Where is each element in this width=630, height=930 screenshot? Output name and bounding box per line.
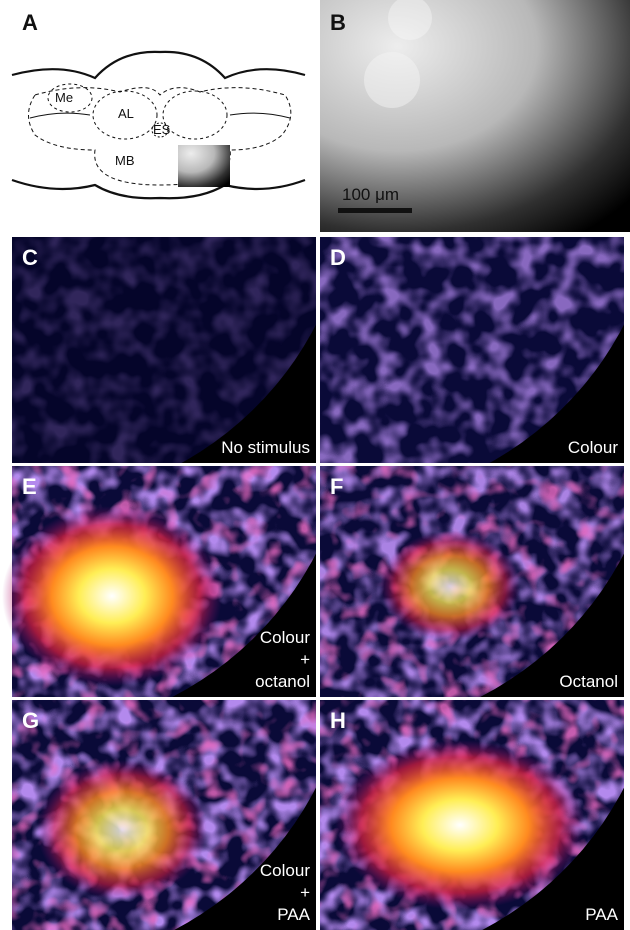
condition-label: No stimulus bbox=[221, 438, 310, 457]
panel-letter: C bbox=[22, 245, 38, 270]
condition-label: Colour bbox=[260, 861, 310, 880]
condition-label: PAA bbox=[277, 905, 310, 924]
condition-label: Colour bbox=[260, 628, 310, 647]
panel-letter: F bbox=[330, 474, 343, 499]
hot-spot bbox=[37, 760, 207, 900]
region-label: MB bbox=[115, 153, 135, 168]
scale-bar-label: 100 μm bbox=[342, 185, 399, 204]
condition-label: Colour bbox=[568, 438, 618, 457]
panel-letter: G bbox=[22, 708, 39, 733]
region-label: ES bbox=[153, 122, 171, 137]
hot-spot bbox=[2, 506, 222, 686]
region-label: Me bbox=[55, 90, 73, 105]
figure: A Me AL ES MB B 100 μm C No stimulus D Colour E Colo… bbox=[0, 0, 630, 930]
condition-label: Octanol bbox=[559, 672, 618, 691]
region-label: AL bbox=[118, 106, 134, 121]
hot-spot bbox=[335, 740, 585, 910]
condition-label: + bbox=[300, 650, 310, 669]
condition-label: PAA bbox=[585, 905, 618, 924]
panel-letter: E bbox=[22, 474, 37, 499]
panel-letter: D bbox=[330, 245, 346, 270]
inset-image bbox=[178, 145, 230, 187]
condition-label: + bbox=[300, 883, 310, 902]
panel-letter: A bbox=[22, 10, 38, 35]
condition-label: octanol bbox=[255, 672, 310, 691]
hot-spot bbox=[380, 531, 520, 641]
scale-bar bbox=[338, 208, 412, 213]
panel-letter: H bbox=[330, 708, 346, 733]
panel-letter: B bbox=[330, 10, 346, 35]
